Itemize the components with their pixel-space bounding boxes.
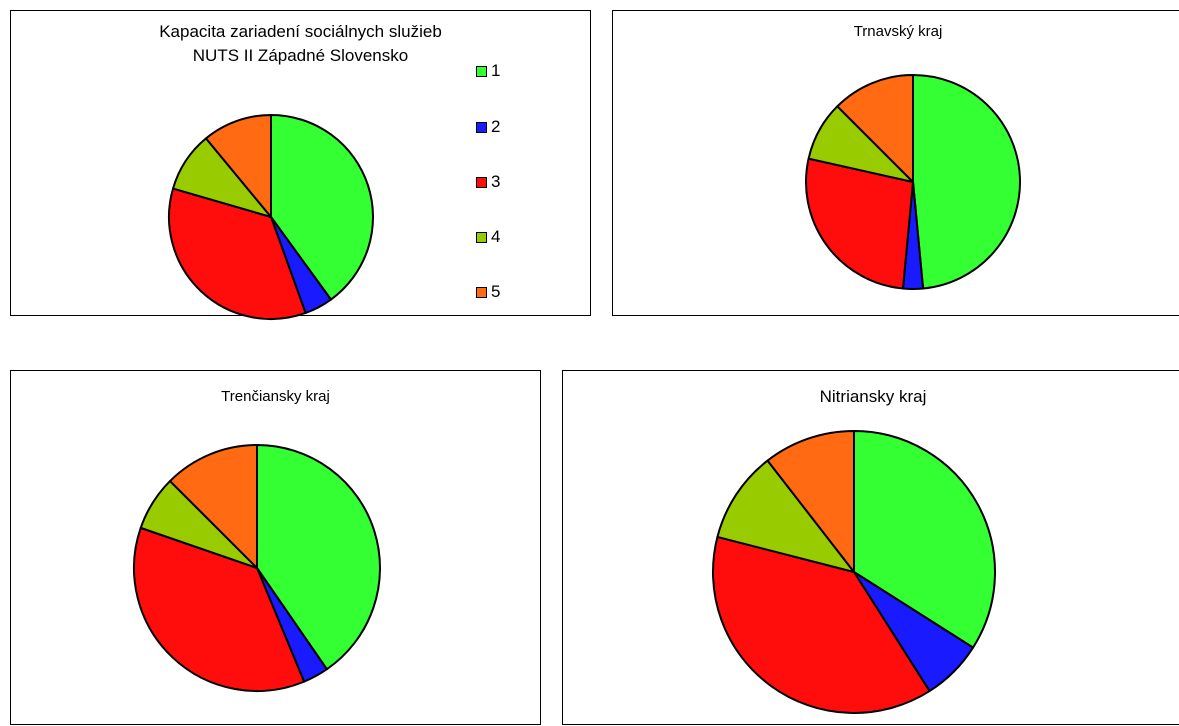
chart-panel-nitriansky: Nitriansky kraj <box>562 370 1179 725</box>
legend-label: 3 <box>491 172 501 191</box>
legend-swatch <box>476 121 487 133</box>
pie-slice-5 <box>169 444 258 569</box>
legend-item: 4 <box>476 227 500 247</box>
legend-label: 1 <box>491 61 501 80</box>
legend-label: 2 <box>491 117 501 136</box>
legend-item: 3 <box>476 172 500 192</box>
chart-title: Trnavský kraj <box>853 23 943 40</box>
legend-label: 5 <box>491 282 501 301</box>
pie-slice-3 <box>168 187 307 320</box>
pie-slice-5 <box>766 430 855 573</box>
chart-title: Trenčiansky kraj <box>221 388 330 405</box>
legend-swatch <box>476 231 487 243</box>
legend-swatch <box>476 176 487 188</box>
pie-chart <box>805 74 1021 290</box>
pie-slice-5 <box>204 114 272 218</box>
legend-item: 1 <box>476 61 500 81</box>
legend-swatch <box>476 286 487 298</box>
chart-title: Kapacita zariadení sociálnych služieb NU… <box>11 20 590 68</box>
chart-legend: 1 2 3 4 5 <box>476 61 536 301</box>
legend-swatch <box>476 65 487 77</box>
pie-slice-1 <box>270 114 374 301</box>
chart-panel-trenciansky: Trenčiansky kraj <box>10 370 541 725</box>
pie-slice-5 <box>836 74 914 183</box>
chart-subtitle: NUTS II Západné Slovensko <box>192 46 409 65</box>
pie-slice-3 <box>712 535 931 714</box>
legend-label: 4 <box>491 227 501 246</box>
pie-slice-3 <box>805 157 914 290</box>
chart-title-line: Kapacita zariadení sociálnych služieb <box>159 22 442 41</box>
chart-panel-nuts-ii: Kapacita zariadení sociálnych služieb NU… <box>10 10 591 320</box>
pie-chart <box>133 444 381 692</box>
pie-slice-4 <box>716 459 855 573</box>
pie-slice-1 <box>912 74 1021 290</box>
chart-panel-trnavsky: Trnavský kraj <box>612 10 1179 316</box>
pie-slice-1 <box>256 444 381 671</box>
pie-chart <box>712 430 996 714</box>
pie-chart <box>168 114 374 320</box>
pie-slice-3 <box>133 526 306 692</box>
chart-title: Nitriansky kraj <box>819 387 927 406</box>
legend-item: 2 <box>476 117 500 137</box>
legend-item: 5 <box>476 282 500 302</box>
